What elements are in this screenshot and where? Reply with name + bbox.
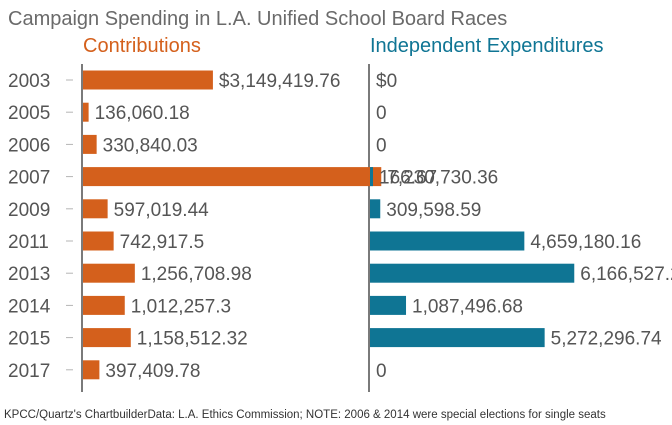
bar-contributions-2003	[83, 70, 213, 90]
year-label-2005: 2005	[8, 103, 50, 124]
bar-independent-expenditures-2015	[370, 328, 545, 348]
bar-independent-expenditures-2011	[370, 231, 525, 251]
value-label-contributions-2013: 1,256,708.98	[141, 264, 252, 285]
value-label-contributions-2017: 397,409.78	[105, 361, 200, 382]
bar-contributions-2017	[83, 360, 100, 380]
value-label-independent-expenditures-2009: 309,598.59	[386, 200, 481, 221]
bar-independent-expenditures-2013	[370, 263, 575, 283]
value-label-independent-expenditures-2006: 0	[376, 135, 387, 156]
panel-title-independent-expenditures: Independent Expenditures	[370, 35, 604, 57]
year-label-2006: 2006	[8, 135, 50, 156]
value-label-contributions-2005: 136,060.18	[95, 103, 190, 124]
year-label-2011: 2011	[8, 232, 49, 253]
year-label-2015: 2015	[8, 329, 50, 350]
bar-independent-expenditures-2014	[370, 295, 407, 315]
bar-contributions-2009	[83, 199, 108, 219]
year-label-2003: 2003	[8, 71, 50, 92]
value-label-independent-expenditures-2014: 1,087,496.68	[412, 296, 523, 317]
panel-title-contributions: Contributions	[83, 35, 201, 57]
year-label-2014: 2014	[8, 296, 51, 317]
value-label-contributions-2009: 597,019.44	[114, 200, 210, 221]
plot-area: Contributions Independent Expenditures 200…	[8, 35, 672, 392]
value-label-contributions-2003: $3,149,419.76	[219, 71, 341, 92]
value-label-independent-expenditures-2011: 4,659,180.16	[530, 232, 641, 253]
value-label-contributions-2006: 330,840.03	[103, 135, 198, 156]
value-label-contributions-2014: 1,012,257.3	[131, 296, 231, 317]
bar-contributions-2011	[83, 231, 114, 251]
value-label-independent-expenditures-2005: 0	[376, 103, 387, 124]
bar-contributions-2014	[83, 295, 125, 315]
value-label-independent-expenditures-2017: 0	[376, 361, 387, 382]
year-label-2007: 2007	[8, 168, 50, 189]
year-label-2017: 2017	[8, 361, 50, 382]
value-label-contributions-2011: 742,917.5	[120, 232, 205, 253]
value-label-independent-expenditures-2007: 166.67	[379, 168, 437, 189]
bar-contributions-2005	[83, 102, 89, 122]
source-note: KPCC/Quartz's ChartbuilderData: L.A. Eth…	[4, 409, 606, 421]
bar-contributions-2013	[83, 263, 135, 283]
bar-contributions-2015	[83, 328, 131, 348]
year-label-2013: 2013	[8, 264, 50, 285]
value-label-contributions-2007: 7,230,730.36	[387, 168, 498, 189]
value-label-independent-expenditures-2015: 5,272,296.74	[551, 329, 662, 350]
chart-title: Campaign Spending in L.A. Unified School…	[8, 8, 507, 30]
bar-independent-expenditures-2009	[370, 199, 381, 219]
year-label-2009: 2009	[8, 200, 50, 221]
bar-independent-expenditures-2007	[370, 167, 373, 187]
value-label-contributions-2015: 1,158,512.32	[137, 329, 248, 350]
bar-contributions-2007	[83, 167, 382, 187]
value-label-independent-expenditures-2003: $0	[376, 71, 397, 92]
bar-contributions-2006	[83, 134, 97, 154]
value-label-independent-expenditures-2013: 6,166,527.29	[580, 264, 672, 285]
